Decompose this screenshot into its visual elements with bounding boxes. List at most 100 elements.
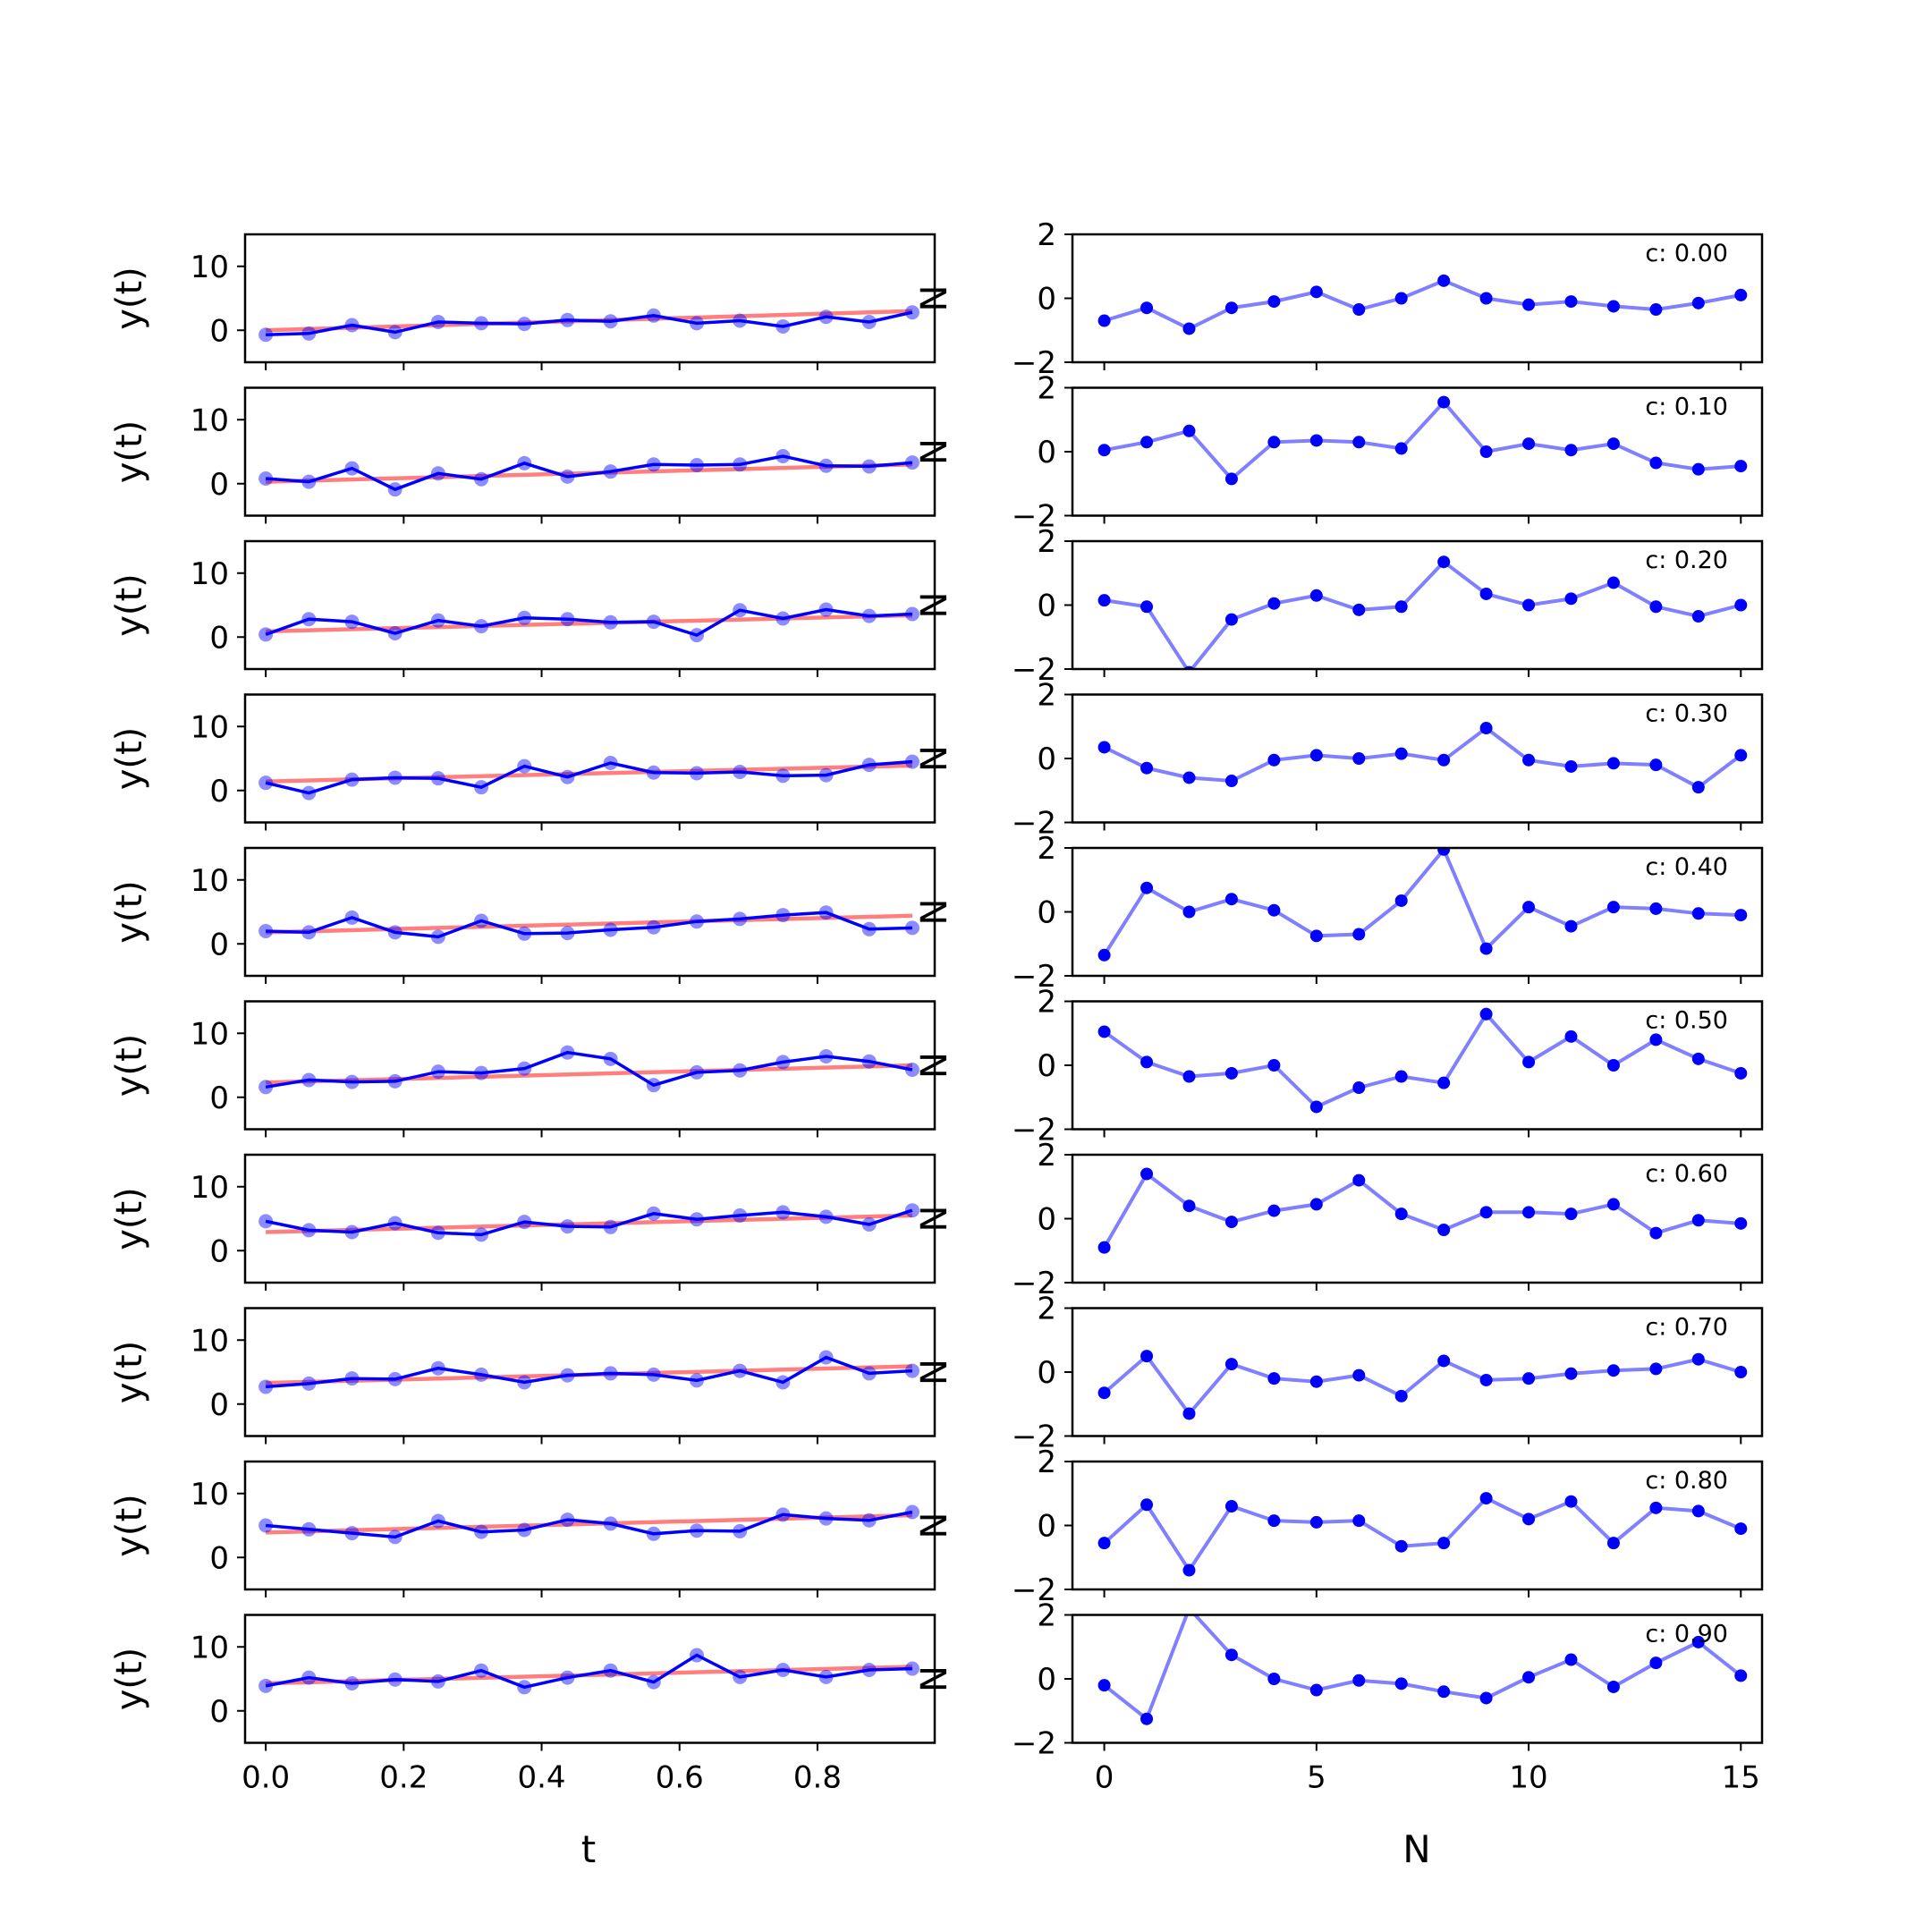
- right-y-tick-label: 2: [1037, 1598, 1056, 1634]
- right-panel-3: −2 0 2 Nc: 0.30: [914, 678, 1764, 842]
- right-series-line: [1103, 725, 1742, 790]
- right-data-point: [1267, 753, 1281, 767]
- left-y-tick-label: 0: [209, 774, 229, 809]
- right-y-tick-label: 0: [1037, 741, 1056, 777]
- left-data-point: [430, 314, 445, 329]
- left-data-point: [861, 1513, 877, 1528]
- right-data-point: [1394, 1677, 1408, 1690]
- panel-annotation: c: 0.10: [1645, 394, 1728, 421]
- left-y-tick-label: 10: [191, 709, 229, 745]
- left-y-tick-label: 0: [209, 1540, 229, 1576]
- right-panel-5: −2 0 2 Nc: 0.50: [914, 985, 1764, 1148]
- right-data-point: [1564, 1030, 1578, 1043]
- left-data-point: [818, 1209, 834, 1224]
- right-data-point: [1564, 1367, 1578, 1380]
- right-data-point: [1224, 1358, 1238, 1371]
- right-data-point: [1140, 436, 1154, 449]
- left-data-point: [904, 1661, 919, 1676]
- right-data-point: [1140, 301, 1154, 315]
- right-panel-6: −2 0 2 Nc: 0.60: [914, 1138, 1764, 1301]
- left-y-tick-label: 0: [209, 1694, 229, 1730]
- left-data-point: [775, 1662, 791, 1677]
- panel-annotation: c: 0.40: [1645, 853, 1728, 881]
- left-y-axis-label: y(t): [109, 727, 150, 791]
- right-y-tick-label: −2: [1012, 652, 1056, 688]
- left-data-point: [861, 1216, 877, 1232]
- left-series-group: [258, 305, 919, 343]
- right-data-point: [1394, 292, 1408, 305]
- right-series-group: [1097, 274, 1748, 335]
- left-series-group: [258, 1504, 919, 1545]
- left-y-axis-label: y(t): [109, 880, 150, 944]
- left-axes-frame: [243, 1153, 936, 1284]
- right-data-point: [1437, 395, 1451, 409]
- right-series-group: [1097, 1492, 1748, 1577]
- right-y-tick-label: 2: [1037, 985, 1056, 1021]
- right-data-point: [1691, 1504, 1705, 1518]
- left-data-point: [560, 469, 575, 484]
- left-series-line: [265, 1510, 913, 1539]
- right-data-point: [1437, 274, 1451, 287]
- left-data-point: [861, 459, 877, 474]
- left-data-point: [258, 923, 274, 938]
- right-data-point: [1734, 598, 1748, 612]
- left-series-group: [258, 1350, 919, 1394]
- right-data-point: [1394, 442, 1408, 455]
- left-data-point: [603, 1366, 618, 1381]
- left-data-point: [818, 767, 834, 783]
- right-data-point: [1691, 462, 1705, 476]
- right-y-tick-label: 2: [1037, 217, 1056, 253]
- right-data-point: [1564, 1208, 1578, 1221]
- left-data-point: [690, 1373, 705, 1388]
- right-series-line: [1104, 399, 1741, 482]
- right-data-point: [1352, 303, 1366, 317]
- left-data-point: [861, 314, 877, 329]
- panel-annotation: c: 0.60: [1645, 1160, 1728, 1188]
- right-data-point: [1224, 1216, 1238, 1229]
- left-data-point: [733, 1063, 748, 1078]
- right-data-point: [1691, 610, 1705, 623]
- right-data-point: [1734, 288, 1748, 301]
- right-data-point: [1309, 1100, 1323, 1114]
- left-data-point: [517, 455, 532, 470]
- left-data-point: [690, 914, 705, 929]
- right-y-tick-label: 2: [1037, 1138, 1056, 1174]
- right-series-line: [1103, 1011, 1741, 1109]
- right-y-tick-label: −2: [1012, 1572, 1056, 1608]
- right-data-point: [1309, 929, 1323, 943]
- left-trend-line: [266, 1063, 913, 1085]
- left-data-point: [603, 756, 618, 771]
- left-data-point: [387, 482, 402, 497]
- left-panel-0: 0 10 y(t): [109, 233, 936, 370]
- right-y-tick-label: 0: [1037, 895, 1056, 931]
- left-data-point: [301, 785, 317, 801]
- right-data-point: [1309, 1375, 1323, 1388]
- right-data-point: [1267, 1673, 1281, 1685]
- left-axes-frame: [243, 539, 936, 671]
- right-panel-4: −2 0 2 Nc: 0.40: [914, 831, 1764, 995]
- left-panel-2: 0 10 y(t): [109, 539, 936, 677]
- left-axes-frame: [243, 846, 936, 978]
- left-data-point: [861, 1366, 877, 1381]
- left-data-point: [301, 1521, 317, 1537]
- right-data-point: [1224, 613, 1238, 626]
- right-series-line: [1104, 278, 1741, 331]
- right-data-point: [1267, 1514, 1281, 1528]
- left-data-point: [560, 926, 575, 941]
- right-y-tick-label: 0: [1037, 435, 1056, 470]
- right-data-point: [1734, 1066, 1748, 1080]
- right-data-point: [1564, 919, 1578, 933]
- left-data-point: [258, 1080, 274, 1095]
- left-y-tick-label: 10: [191, 1477, 229, 1513]
- left-data-point: [344, 1224, 360, 1240]
- right-data-point: [1182, 322, 1196, 335]
- left-data-point: [301, 1223, 317, 1238]
- right-y-tick-label: 2: [1037, 1292, 1056, 1327]
- right-data-point: [1352, 1081, 1366, 1095]
- right-data-point: [1649, 303, 1663, 317]
- right-data-point: [1097, 314, 1111, 327]
- left-series-group: [258, 449, 919, 497]
- right-y-axis-label: N: [914, 1206, 955, 1233]
- right-data-point: [1140, 600, 1154, 614]
- left-data-point: [387, 325, 402, 340]
